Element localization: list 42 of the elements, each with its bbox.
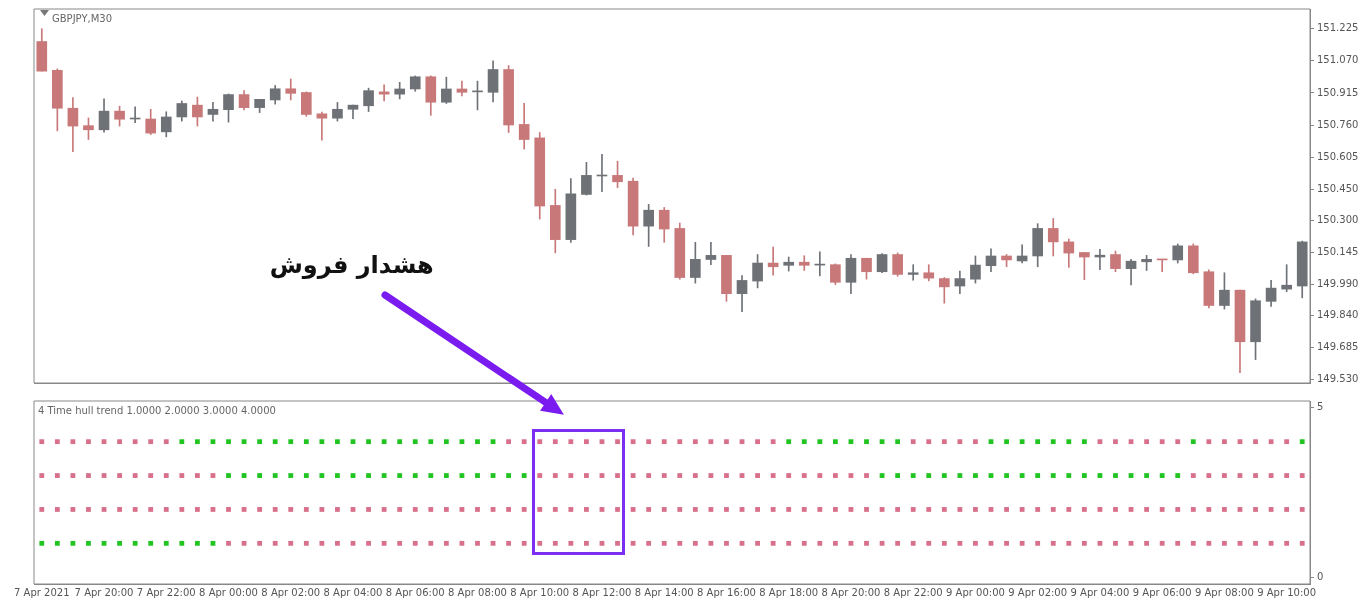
- y-tick-label: 151.225: [1317, 22, 1359, 34]
- y-tick-label: 149.685: [1317, 341, 1359, 353]
- x-tick-label: 7 Apr 22:00: [136, 586, 196, 598]
- x-tick-label: 9 Apr 06:00: [1132, 586, 1192, 598]
- y-tick-label: 0: [1317, 570, 1324, 582]
- y-tick-label: 150.300: [1317, 213, 1359, 225]
- y-tick-label: 150.145: [1317, 246, 1359, 258]
- annotation: هشدار فروش: [269, 251, 434, 280]
- x-tick-label: 8 Apr 18:00: [759, 586, 819, 598]
- y-tick-label: 150.760: [1317, 118, 1359, 130]
- candlestick: [907, 264, 919, 281]
- x-tick-label: 8 Apr 02:00: [261, 586, 321, 598]
- x-tick-label: 8 Apr 14:00: [634, 586, 694, 598]
- y-tick-label: 150.450: [1317, 182, 1359, 194]
- x-tick-label: 9 Apr 04:00: [1070, 586, 1130, 598]
- x-tick-label: 8 Apr 04:00: [323, 586, 383, 598]
- y-tick-label: 149.990: [1317, 278, 1359, 290]
- y-tick-label: 150.605: [1317, 150, 1359, 162]
- x-tick-label: 9 Apr 02:00: [1008, 586, 1068, 598]
- chart-title: 4 Time hull trend 1.0000 2.0000 3.0000 4.0000: [38, 404, 276, 416]
- y-tick-label: 149.840: [1317, 309, 1359, 321]
- x-tick-label: 9 Apr 08:00: [1194, 586, 1254, 598]
- candlestick: [705, 241, 717, 266]
- x-tick-label: 9 Apr 00:00: [946, 586, 1005, 598]
- y-tick-label: 149.530: [1317, 373, 1359, 385]
- x-tick-label: 8 Apr 12:00: [572, 586, 632, 598]
- x-tick-label: 9 Apr 10:00: [1257, 586, 1317, 598]
- x-tick-label: 8 Apr 08:00: [448, 586, 507, 598]
- x-tick-label: 7 Apr 2021: [14, 586, 70, 598]
- x-tick-label: 8 Apr 10:00: [510, 586, 570, 598]
- y-tick-label: 150.915: [1317, 86, 1359, 98]
- candlestick: [316, 111, 328, 141]
- x-tick-label: 7 Apr 20:00: [74, 586, 134, 598]
- y-tick-label: 151.070: [1317, 54, 1359, 66]
- x-tick-label: 8 Apr 16:00: [697, 586, 756, 598]
- x-tick-label: 8 Apr 00:00: [199, 586, 258, 598]
- x-tick-label: 8 Apr 20:00: [821, 586, 881, 598]
- chart-title: GBPJPY,M30: [52, 12, 113, 24]
- x-tick-label: 8 Apr 06:00: [385, 586, 445, 598]
- candlestick: [798, 255, 810, 271]
- x-tick-label: 8 Apr 22:00: [883, 586, 943, 598]
- y-tick-label: 5: [1317, 401, 1324, 413]
